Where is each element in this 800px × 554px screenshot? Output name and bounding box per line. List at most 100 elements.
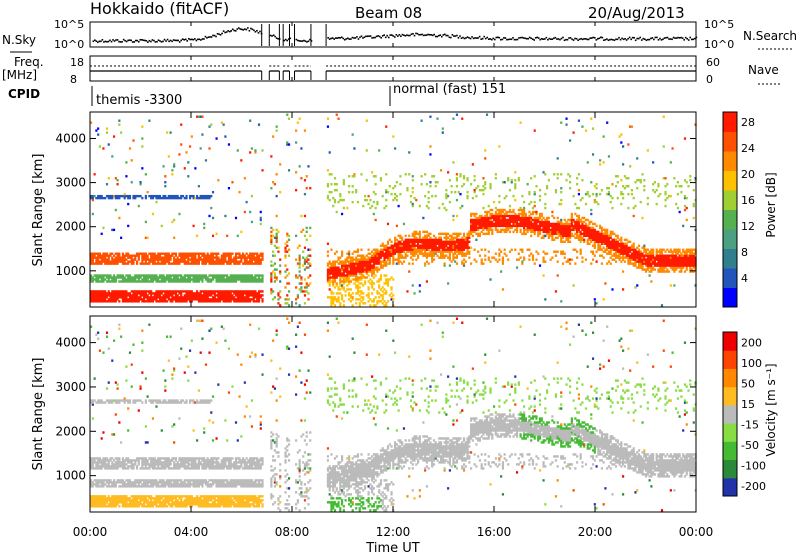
power-cell: [563, 240, 566, 243]
power-cell: [270, 280, 273, 283]
power-cell: [471, 212, 474, 216]
power-cell: [646, 196, 649, 200]
power-cell: [395, 258, 398, 261]
power-cell: [500, 216, 503, 220]
power-cell: [386, 250, 390, 253]
power-cell: [372, 252, 375, 255]
power-cell: [339, 302, 342, 305]
power-cell: [356, 278, 360, 281]
power-cell: [169, 300, 172, 303]
power-cell: [130, 260, 133, 263]
power-cell: [257, 298, 261, 301]
power-cell: [252, 290, 255, 293]
power-cell: [462, 254, 466, 257]
power-cell: [130, 290, 133, 293]
power-cell: [326, 268, 330, 271]
power-cell: [429, 185, 432, 188]
power-cell: [199, 290, 202, 293]
power-cell: [98, 276, 102, 279]
power-cell: [356, 280, 360, 283]
power-cell: [164, 292, 167, 295]
nsky-point: [536, 36, 539, 39]
power-cell: [226, 276, 229, 279]
power-cell: [93, 296, 96, 299]
power-cell: [238, 292, 241, 295]
nsky-point: [345, 38, 348, 40]
cpid-label: CPID: [8, 87, 40, 101]
power-cell: [143, 298, 146, 301]
nsky-point: [225, 31, 228, 33]
power-cell: [623, 252, 626, 255]
power-cell: [477, 228, 480, 232]
power-cell: [185, 262, 188, 265]
power-cell: [332, 270, 335, 273]
power-cell: [501, 258, 504, 261]
power-cell: [622, 256, 625, 259]
power-cell: [348, 292, 351, 295]
power-cell: [461, 246, 464, 249]
power-cell: [434, 240, 437, 243]
power-cell: [160, 300, 163, 303]
power-cell: [496, 214, 499, 218]
power-cell: [203, 274, 206, 277]
nsky-point: [653, 38, 655, 41]
power-cell: [243, 262, 246, 265]
power-cell: [273, 244, 276, 247]
power-cell: [457, 244, 460, 247]
power-cell: [409, 240, 413, 243]
nsky-point: [660, 39, 663, 41]
power-cell: [155, 200, 158, 204]
power-cell: [348, 272, 351, 275]
power-cell: [443, 236, 446, 240]
power-cell: [484, 216, 487, 220]
power-cell: [141, 252, 144, 255]
power-cell: [224, 260, 227, 263]
power-cell: [192, 274, 195, 277]
power-cell: [188, 276, 192, 279]
power-cell: [521, 212, 524, 216]
power-cell: [111, 260, 114, 263]
power-cell: [477, 216, 480, 220]
power-cell: [351, 298, 354, 301]
power-cell: [432, 258, 436, 261]
power-cell: [151, 252, 155, 255]
power-cell: [445, 242, 448, 245]
power-cell: [641, 216, 644, 220]
power-cell: [90, 280, 93, 283]
nsky-point: [360, 35, 363, 38]
power-cell: [627, 248, 630, 251]
power-cell: [392, 298, 395, 301]
power-cell: [254, 258, 257, 261]
power-cell: [302, 264, 305, 267]
power-cell: [185, 278, 188, 281]
power-cell: [356, 258, 360, 261]
power-cell: [538, 230, 542, 234]
power-cell: [498, 210, 501, 214]
power-cell: [217, 298, 220, 301]
power-cell: [227, 256, 231, 259]
power-cell: [563, 228, 566, 232]
power-cell: [224, 252, 227, 255]
power-cell: [192, 254, 195, 257]
power-cell: [438, 206, 441, 210]
power-cell: [333, 268, 337, 271]
power-cell: [666, 254, 669, 257]
power-cell: [496, 228, 499, 232]
power-cell: [353, 272, 356, 275]
nsky-point: [677, 36, 679, 39]
power-cell: [542, 230, 545, 234]
power-cell: [185, 290, 188, 293]
power-cell: [100, 300, 103, 303]
power-cell: [337, 258, 340, 261]
power-cell: [213, 252, 216, 255]
power-cell: [682, 224, 685, 228]
power-cell: [328, 272, 331, 275]
power-cell: [98, 292, 102, 295]
power-cell: [620, 242, 623, 245]
power-cell: [127, 254, 130, 257]
power-cell: [609, 200, 612, 204]
power-cell: [358, 262, 361, 265]
power-cell: [568, 187, 572, 190]
power-cell: [669, 266, 672, 269]
power-cell: [673, 177, 676, 180]
